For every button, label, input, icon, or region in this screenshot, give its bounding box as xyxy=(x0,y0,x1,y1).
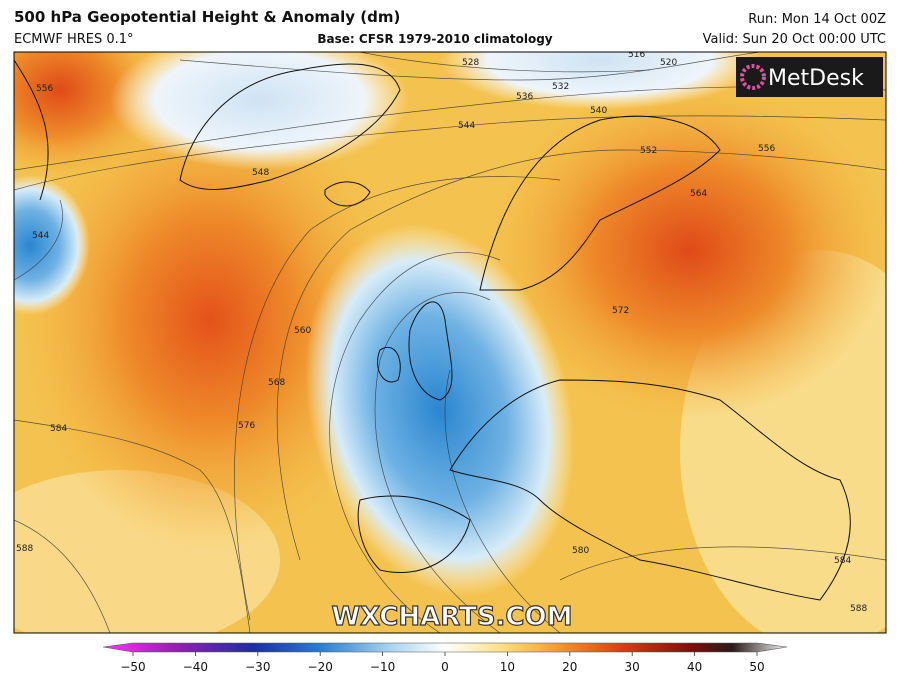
run-label: Run: Mon 14 Oct 00Z xyxy=(748,12,886,27)
anomaly-field xyxy=(14,175,90,315)
contours xyxy=(14,52,886,633)
contour-label: 564 xyxy=(690,189,707,199)
colorbar-tick-label: 40 xyxy=(687,660,702,674)
map-frame xyxy=(13,51,887,634)
contour-label: 528 xyxy=(462,58,479,68)
colorbar-tick-label: −50 xyxy=(120,660,145,674)
watermark: WXCHARTS.COM xyxy=(331,602,572,632)
map-title: 500 hPa Geopotential Height & Anomaly (d… xyxy=(14,8,400,26)
contour-label: 536 xyxy=(516,92,533,102)
anomaly-field xyxy=(20,90,400,550)
contour-label: 584 xyxy=(50,424,67,434)
colorbar-tick-label: −40 xyxy=(183,660,208,674)
contour-label: 560 xyxy=(294,326,311,336)
colorbar-tick-label: −10 xyxy=(370,660,395,674)
anomaly-field xyxy=(110,52,410,170)
contour-label: 552 xyxy=(640,146,657,156)
contour-label: 588 xyxy=(850,604,867,614)
colorbar-tick-label: 20 xyxy=(562,660,577,674)
contour-label: 544 xyxy=(458,121,475,131)
coastlines xyxy=(14,59,851,601)
contour-label: 588 xyxy=(16,544,33,554)
colorbar-tick-label: 50 xyxy=(749,660,764,674)
logo-text: MetDesk xyxy=(768,66,864,91)
contour-labels: 528 532 536 540 544 548 552 556 556 564 … xyxy=(16,50,867,614)
colorbar-tick-label: 30 xyxy=(625,660,640,674)
map: 528 532 536 540 544 548 552 556 556 564 … xyxy=(14,50,886,633)
contour-label: 568 xyxy=(268,378,285,388)
contour-label: 516 xyxy=(628,50,645,60)
contour-label: 520 xyxy=(660,58,677,68)
valid-label: Valid: Sun 20 Oct 00:00 UTC xyxy=(703,32,886,47)
contour-label: 556 xyxy=(758,144,775,154)
colorbar-tick-label: 0 xyxy=(441,660,449,674)
contour-label: 576 xyxy=(238,421,255,431)
colorbar-tick-label: −20 xyxy=(308,660,333,674)
anomaly-field xyxy=(440,52,760,110)
colorbar-tick-label: 10 xyxy=(500,660,515,674)
contour-label: 580 xyxy=(572,546,589,556)
anomaly-field xyxy=(490,80,886,420)
contour-label: 572 xyxy=(612,306,629,316)
colorbar: −50 −40 −30 −20 −10 0 10 20 30 40 50 xyxy=(102,642,788,674)
contour-label: 584 xyxy=(834,556,851,566)
logo-box xyxy=(736,57,883,97)
contour-label: 556 xyxy=(36,84,53,94)
contour-label: 532 xyxy=(552,82,569,92)
contour-label: 548 xyxy=(252,168,269,178)
logo-icon xyxy=(740,64,766,90)
colorbar-tick-label: −30 xyxy=(245,660,270,674)
contour-label: 544 xyxy=(32,231,49,241)
anomaly-field xyxy=(305,223,575,597)
contour-label: 540 xyxy=(590,106,607,116)
colorbar-scale xyxy=(102,642,788,653)
model-label: ECMWF HRES 0.1° xyxy=(14,32,134,47)
base-label: Base: CFSR 1979-2010 climatology xyxy=(317,32,552,46)
